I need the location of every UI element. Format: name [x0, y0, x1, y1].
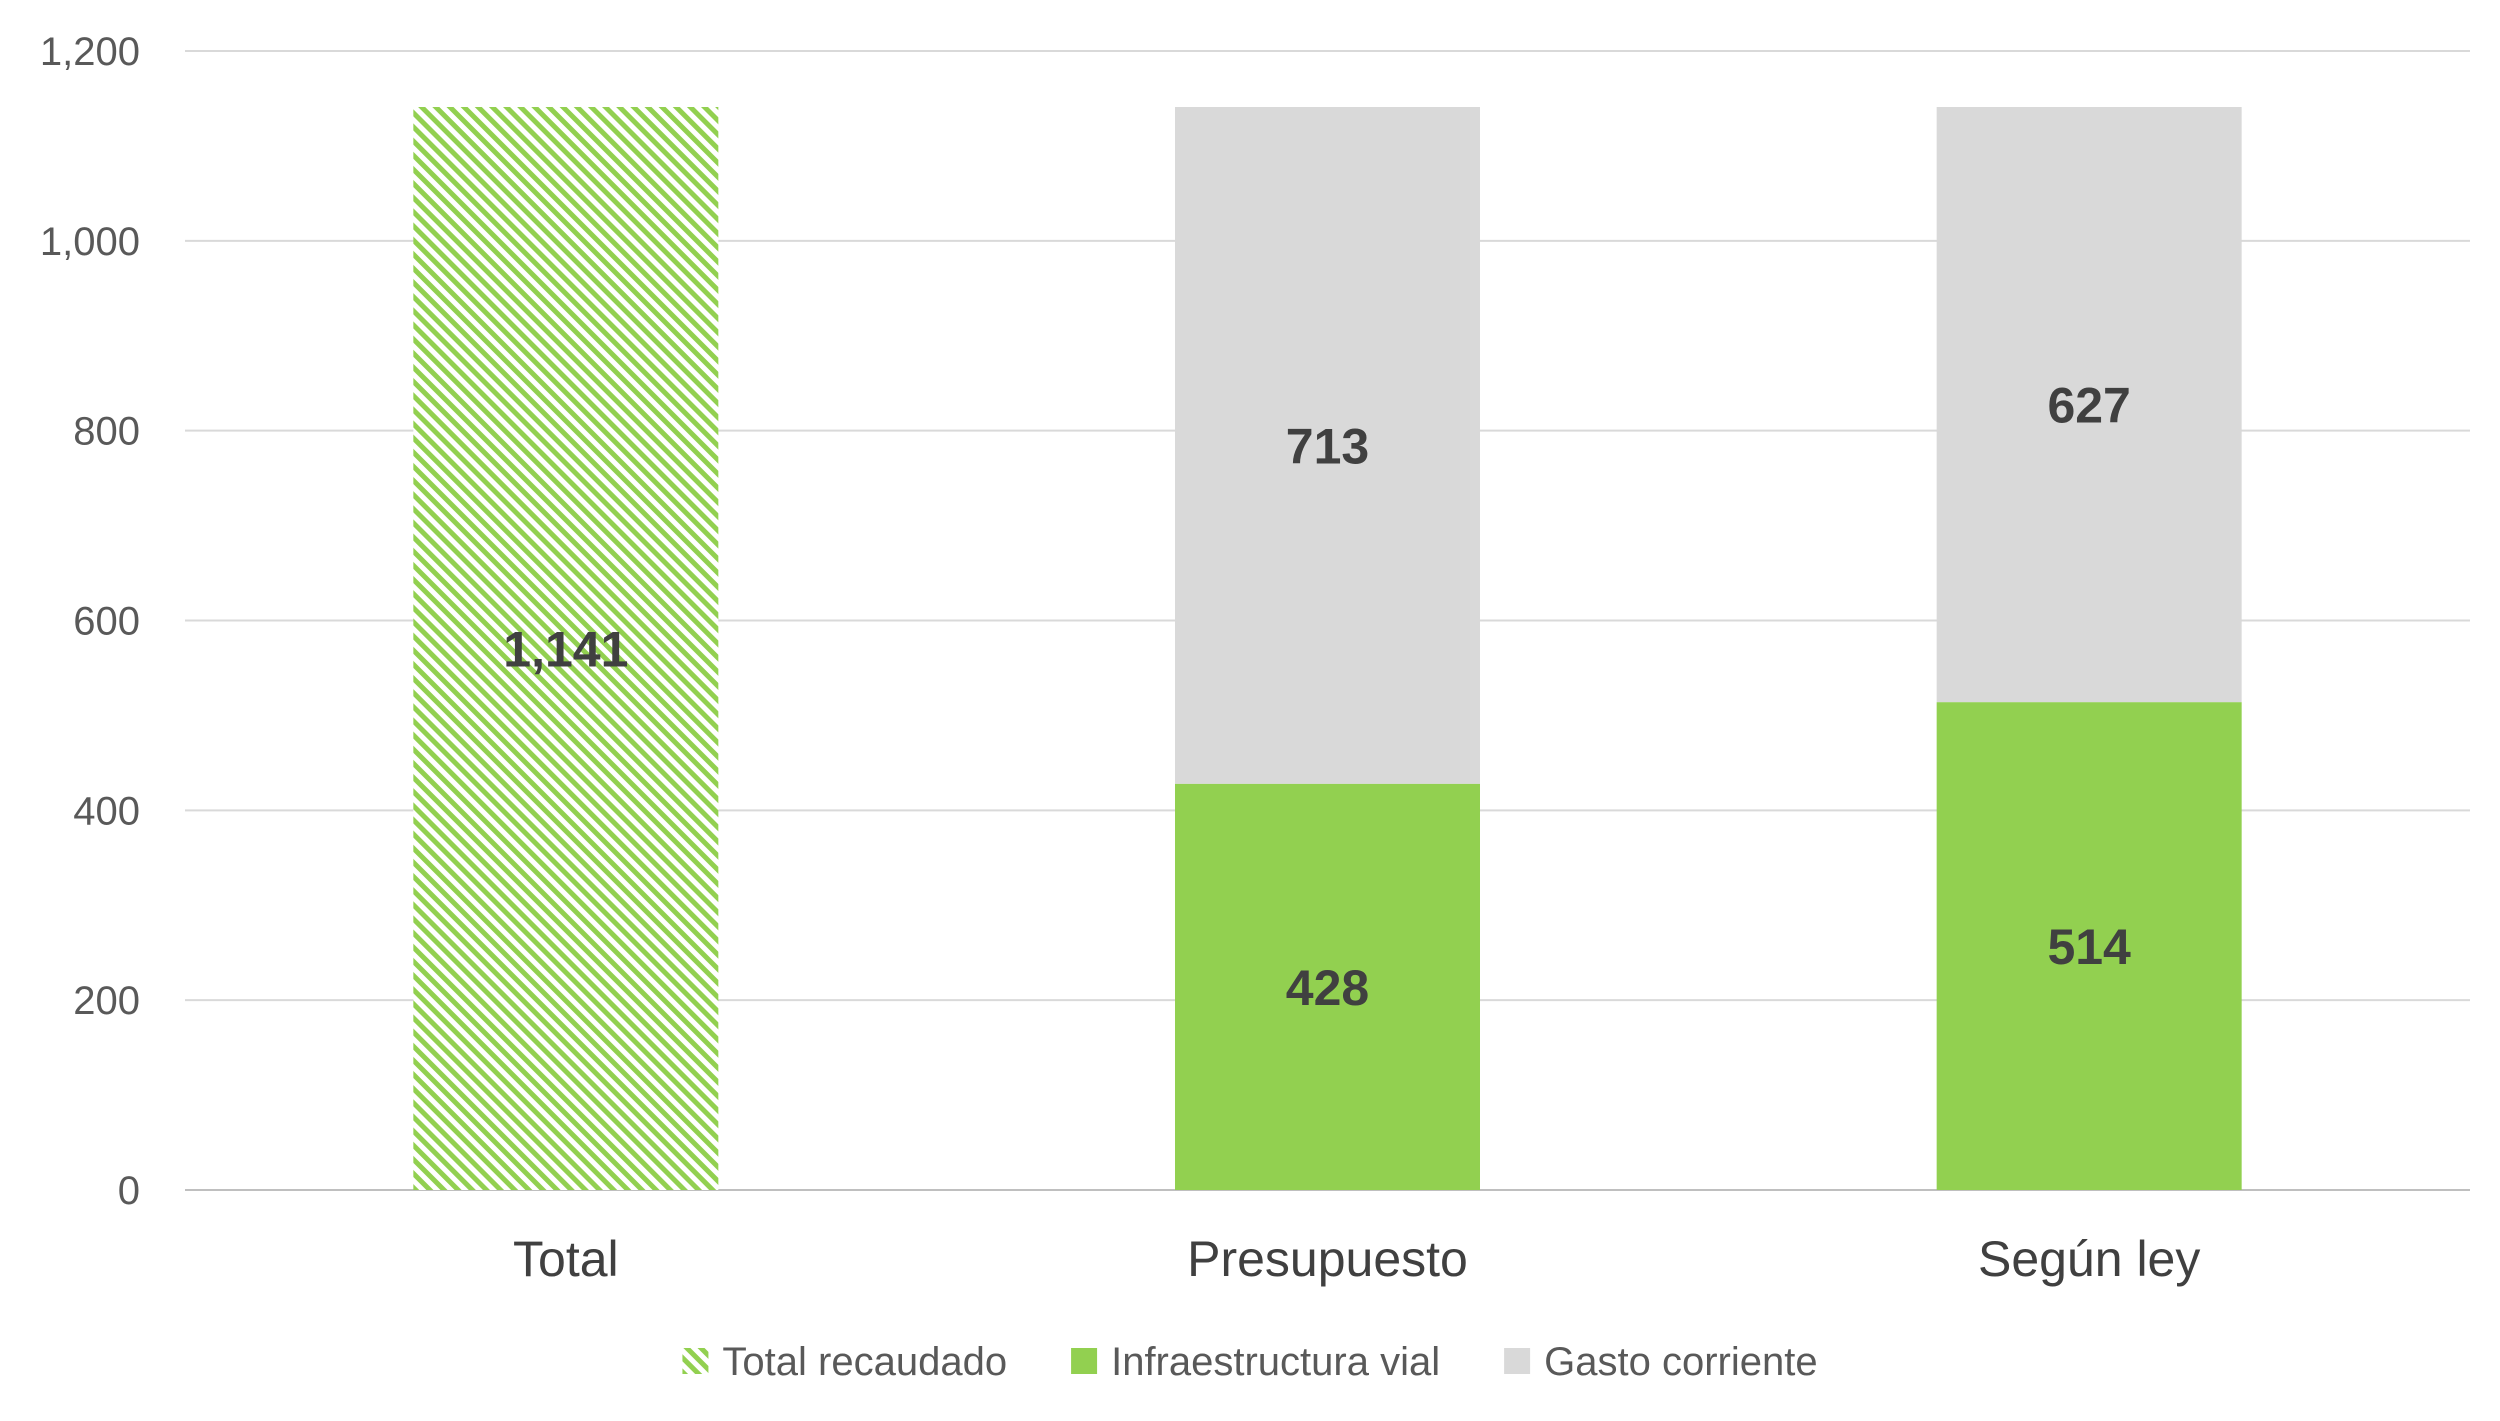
bar-gasto-corriente	[1175, 107, 1480, 784]
y-tick-label: 200	[73, 979, 140, 1023]
bars	[413, 107, 2242, 1190]
bar-infraestructura-vial	[1175, 783, 1480, 1190]
bar-total-recaudado	[413, 107, 719, 1190]
data-label: 428	[1286, 960, 1369, 1016]
data-label: 713	[1286, 418, 1369, 474]
data-label: 1,141	[503, 622, 628, 678]
y-tick-label: 800	[73, 410, 140, 454]
y-tick-label: 400	[73, 789, 140, 833]
legend-label: Infraestructura vial	[1111, 1340, 1440, 1384]
x-tick-label: Según ley	[1978, 1231, 2200, 1287]
data-labels: 1,141 428 713 514 627	[503, 378, 2131, 1016]
y-tick-label: 600	[73, 600, 140, 644]
y-tick-label: 1,000	[40, 220, 140, 264]
y-tick-label: 1,200	[40, 30, 140, 74]
legend-swatch	[682, 1348, 709, 1374]
legend-swatch	[1504, 1348, 1531, 1374]
bar-infraestructura-vial	[1936, 702, 2242, 1190]
legend-label: Total recaudado	[722, 1340, 1007, 1384]
x-tick-label: Total	[513, 1231, 619, 1287]
bar-gasto-corriente	[1936, 107, 2242, 703]
data-label: 627	[2047, 378, 2130, 434]
x-tick-label: Presupuesto	[1187, 1231, 1468, 1287]
axes: 0 200 400 600 800 1,000 1,200 Total Presupuesto S…	[40, 30, 2200, 1287]
data-label: 514	[2047, 919, 2131, 975]
legend: Total recaudado Infraestructura vial Gasto…	[682, 1340, 1818, 1384]
legend-label: Gasto corriente	[1544, 1340, 1817, 1384]
legend-swatch	[1071, 1348, 1098, 1374]
y-tick-label: 0	[118, 1169, 140, 1213]
